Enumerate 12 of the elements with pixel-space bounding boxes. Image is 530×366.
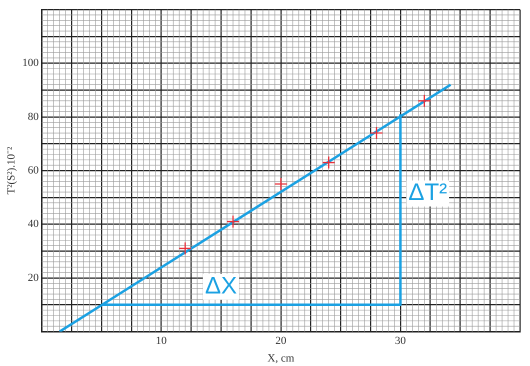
x-tick-label: 30 (394, 335, 406, 348)
y-tick-label: 20 (28, 272, 40, 284)
y-tick-label: 60 (28, 164, 40, 176)
y-axis-title: T²(S²).10⁻² (5, 146, 18, 195)
y-tick-label: 40 (28, 218, 40, 230)
x-axis-title: X, cm (267, 352, 295, 364)
y-tick-label: 80 (28, 110, 40, 123)
y-tick-label: 100 (22, 57, 40, 70)
annotation: ΔX (204, 272, 237, 300)
x-tick-label: 20 (275, 335, 287, 348)
x-tick-label: 10 (156, 335, 168, 348)
annotation: ΔT² (408, 179, 448, 206)
